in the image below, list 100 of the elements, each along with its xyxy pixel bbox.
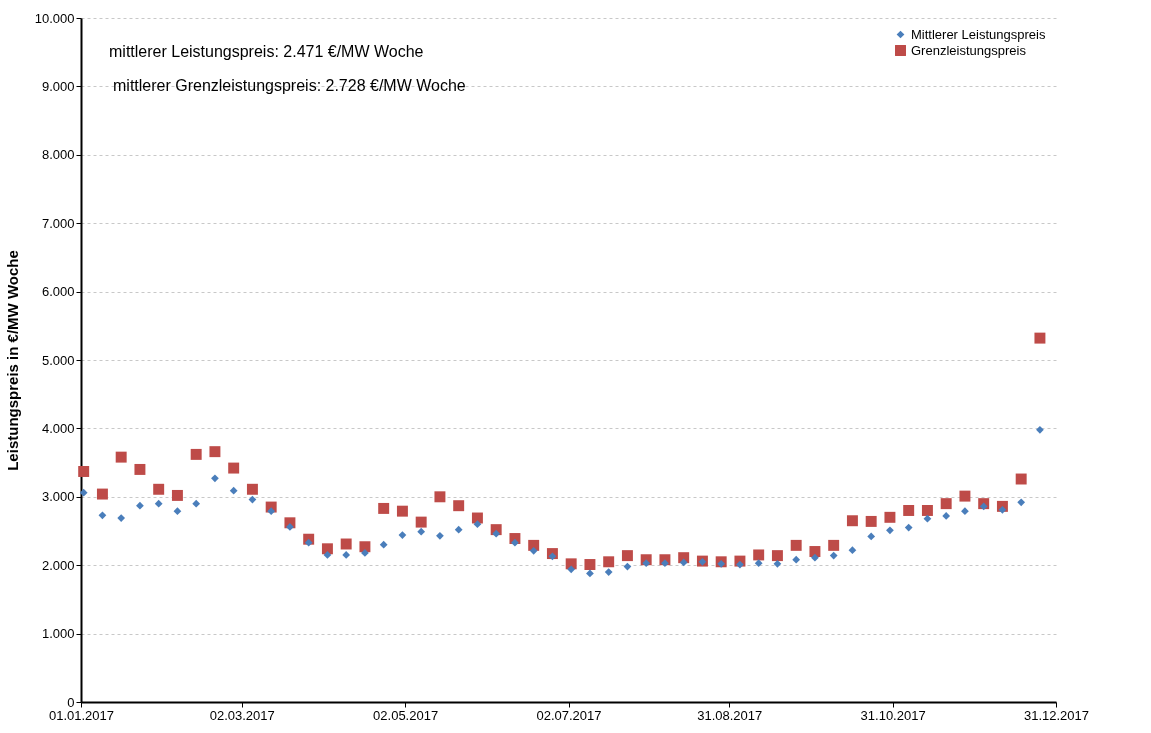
point: [267, 507, 276, 516]
y-tick-label: 4.000: [41, 420, 75, 436]
legend-label: Mittlerer Leistungspreis: [911, 26, 1046, 42]
point: [567, 565, 576, 574]
point: [1036, 425, 1044, 434]
point: [173, 507, 182, 516]
point: [228, 462, 240, 474]
point: [754, 559, 763, 568]
point: [903, 505, 915, 516]
point: [604, 568, 613, 576]
point: [921, 505, 933, 516]
point: [153, 483, 165, 495]
point: [473, 520, 482, 529]
point: [846, 515, 858, 527]
point: [959, 490, 971, 502]
point: [548, 552, 557, 561]
point: [321, 543, 333, 555]
point: [809, 546, 821, 557]
point: [378, 502, 390, 514]
x-tick-label: 31.08.2017: [697, 707, 763, 723]
point: [792, 555, 801, 564]
point: [323, 551, 332, 559]
point: [286, 523, 294, 531]
y-axis-title: Leistungspreis in €/MW Woche: [3, 250, 21, 471]
point: [115, 451, 127, 463]
point: [359, 541, 371, 553]
point: [117, 514, 126, 522]
point: [584, 559, 596, 570]
point: [811, 553, 819, 562]
point: [340, 538, 352, 550]
point: [773, 559, 782, 568]
y-tick-label: 8.000: [41, 147, 75, 163]
point: [361, 549, 369, 557]
point: [1034, 332, 1046, 344]
y-tick-label: 9.000: [41, 78, 75, 94]
point: [736, 560, 744, 569]
point: [246, 483, 258, 495]
point: [454, 525, 463, 534]
point: [979, 502, 988, 511]
y-tick-label: 3.000: [41, 489, 75, 505]
y-tick-label: 10.000: [34, 10, 75, 26]
point: [867, 532, 876, 541]
point: [434, 491, 446, 503]
point: [884, 511, 896, 523]
point: [78, 466, 90, 477]
x-tick-label: 02.05.2017: [373, 707, 439, 723]
point: [529, 546, 538, 555]
y-tick-label: 5.000: [41, 352, 75, 368]
point: [511, 538, 519, 547]
point: [603, 556, 615, 568]
point: [904, 523, 913, 532]
point: [96, 488, 108, 500]
point: [136, 501, 144, 510]
point: [396, 505, 408, 517]
point: [171, 489, 183, 501]
point: [211, 474, 219, 483]
point: [942, 512, 951, 520]
point: [848, 546, 857, 555]
point: [79, 488, 88, 497]
point: [1017, 498, 1026, 507]
point: [565, 558, 577, 570]
point: [1015, 473, 1027, 485]
point: [790, 539, 802, 551]
x-tick-label: 31.12.2017: [1023, 707, 1090, 723]
point: [436, 531, 444, 540]
y-tick-label: 2.000: [41, 557, 75, 573]
point: [829, 551, 838, 560]
point: [209, 446, 221, 458]
point: [342, 551, 351, 559]
point: [154, 499, 163, 508]
point: [229, 486, 238, 495]
point: [492, 529, 501, 538]
point: [417, 527, 426, 536]
legend-label: Grenzleistungspreis: [911, 42, 1027, 58]
point: [642, 559, 651, 568]
annotation: mittlerer Grenzleistungspreis: 2.728 €/MW Woche: [113, 77, 466, 94]
point: [679, 558, 688, 567]
x-tick-label: 01.01.2017: [48, 707, 115, 723]
point: [923, 514, 932, 523]
y-tick-label: 0: [67, 694, 75, 710]
point: [623, 562, 632, 571]
point: [961, 507, 969, 516]
point: [415, 516, 427, 528]
x-tick-label: 02.03.2017: [209, 707, 275, 723]
point: [192, 499, 201, 508]
point: [865, 515, 877, 527]
y-tick-label: 6.000: [41, 284, 75, 300]
point: [940, 498, 952, 510]
point: [621, 550, 633, 562]
point: [771, 550, 783, 562]
point: [190, 448, 202, 460]
point: [379, 540, 388, 549]
point: [98, 511, 107, 520]
point: [304, 538, 313, 547]
point: [661, 559, 669, 568]
x-tick-label: 02.07.2017: [536, 707, 602, 723]
point: [134, 463, 146, 475]
point: [998, 505, 1007, 514]
point: [886, 526, 894, 535]
x-tick-label: 31.10.2017: [860, 707, 926, 723]
